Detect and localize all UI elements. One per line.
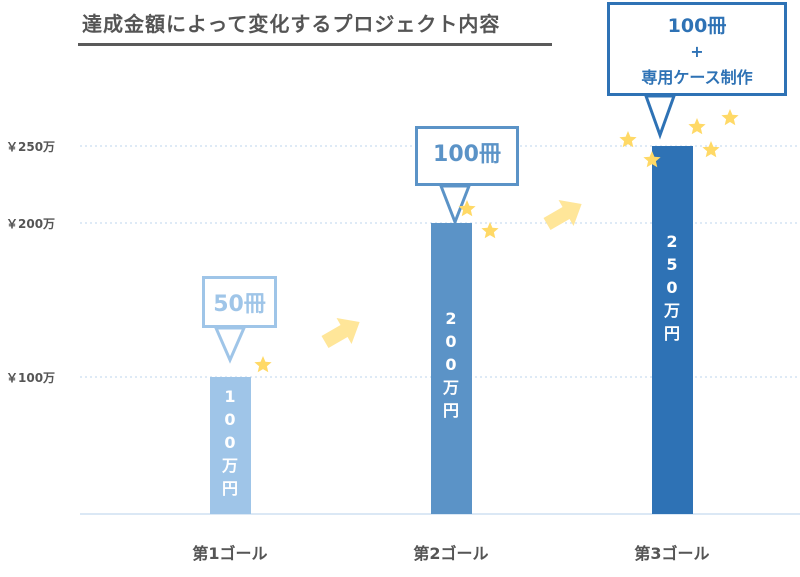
star-icon bbox=[643, 151, 661, 168]
star-icon bbox=[619, 131, 637, 148]
star-icon bbox=[254, 356, 272, 373]
y-tick-label: ￥250万 bbox=[6, 140, 56, 154]
callout-box: 100冊 bbox=[415, 126, 519, 186]
x-category-label: 第3ゴール bbox=[634, 544, 710, 563]
star-icon bbox=[688, 118, 706, 135]
x-category-label: 第1ゴール bbox=[192, 544, 268, 563]
chart-title: 達成金額によって変化するプロジェクト内容 bbox=[82, 12, 501, 36]
callout-pointer bbox=[643, 94, 677, 140]
star-icon bbox=[702, 141, 720, 158]
callout-text: 100冊 bbox=[667, 15, 727, 37]
callout-box: 50冊 bbox=[202, 276, 277, 328]
x-category-label: 第2ゴール bbox=[413, 544, 489, 563]
title-underline bbox=[78, 43, 552, 46]
arrow-icon bbox=[321, 318, 360, 349]
bar-label: 250万円 bbox=[663, 232, 680, 343]
bar bbox=[210, 377, 251, 514]
y-tick-label: ￥100万 bbox=[6, 371, 56, 385]
callout-text: 100冊 bbox=[433, 142, 501, 167]
star-icon bbox=[721, 109, 739, 126]
bar-label: 200万円 bbox=[442, 309, 459, 420]
callout-text: 50冊 bbox=[213, 292, 266, 317]
bar bbox=[431, 223, 472, 514]
y-tick-label: ￥200万 bbox=[6, 217, 56, 231]
callout-pointer bbox=[213, 326, 247, 364]
callout-text: 専用ケース制作 bbox=[641, 68, 753, 87]
callout-text: + bbox=[690, 42, 704, 61]
bar-label: 100万円 bbox=[221, 387, 238, 498]
callout-pointer bbox=[438, 184, 472, 227]
star-icon bbox=[481, 222, 499, 239]
bar bbox=[652, 146, 693, 514]
callout-box: 100冊 + 専用ケース制作 bbox=[607, 2, 787, 96]
star-icon bbox=[458, 200, 476, 217]
arrow-icon bbox=[543, 200, 582, 231]
